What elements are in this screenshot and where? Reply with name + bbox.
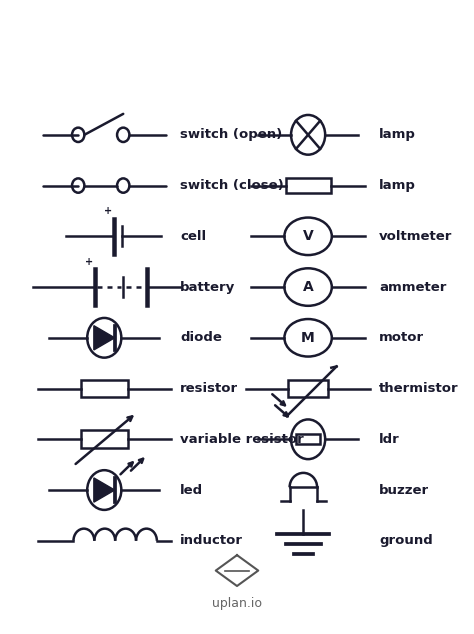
Bar [296,434,320,444]
Ellipse shape [284,217,332,255]
Text: A: A [303,280,313,294]
Text: cell: cell [180,230,206,243]
Text: +: + [103,206,112,216]
Bar [288,380,328,397]
Text: ground: ground [379,534,433,547]
Text: thermistor: thermistor [379,382,459,395]
Text: motor: motor [379,332,424,344]
Ellipse shape [284,319,332,356]
Bar [81,380,128,398]
Ellipse shape [284,268,332,306]
Text: lamp: lamp [379,179,416,192]
Text: resistor: resistor [180,382,238,395]
Bar [81,430,128,448]
Text: led: led [180,484,203,496]
Text: uplan.io: uplan.io [212,597,262,610]
Text: V: V [303,230,313,243]
Text: diode: diode [180,332,222,344]
Bar [285,178,331,193]
Text: battery: battery [180,281,236,294]
Text: ammeter: ammeter [379,281,447,294]
Text: buzzer: buzzer [379,484,429,496]
Text: M: M [301,331,315,345]
Text: switch (close): switch (close) [180,179,284,192]
Text: ldr: ldr [379,433,400,446]
Text: lamp: lamp [379,128,416,141]
Text: switch (open): switch (open) [180,128,283,141]
Text: variable resistor: variable resistor [180,433,304,446]
Polygon shape [94,478,115,502]
Text: +: + [84,257,93,267]
Text: voltmeter: voltmeter [379,230,453,243]
Polygon shape [94,326,115,350]
Text: Electrical circuit symbols: Electrical circuit symbols [51,28,423,55]
Text: inductor: inductor [180,534,243,547]
